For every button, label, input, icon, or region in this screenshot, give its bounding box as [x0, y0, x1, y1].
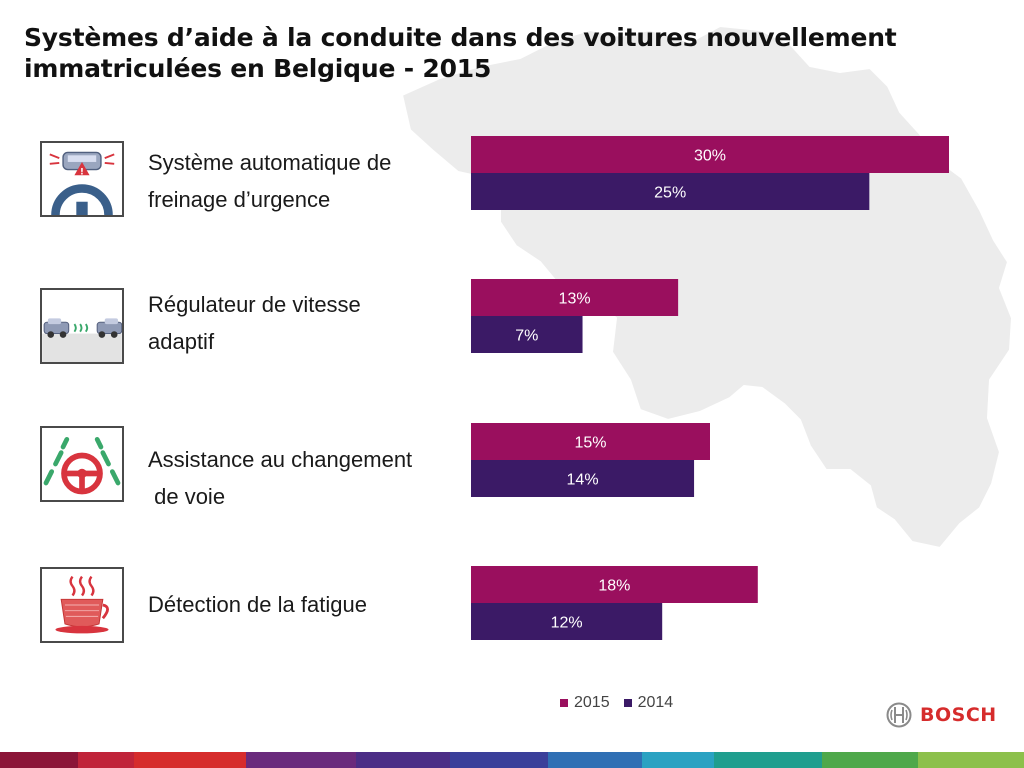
stripe-segment — [548, 752, 642, 768]
data-label-2015-1: 13% — [559, 291, 591, 308]
stripe-segment — [356, 752, 450, 768]
row-label-fatigue-detection: Détection de la fatigue — [148, 592, 367, 617]
bar-2015-0 — [471, 136, 949, 173]
bar-2015-2 — [471, 423, 710, 460]
stripe-segment — [78, 752, 134, 768]
stripe-segment — [450, 752, 548, 768]
row-label-emergency-braking: Système automatique de freinage d’urgenc… — [148, 150, 392, 212]
chart-legend: 2015 2014 — [560, 694, 687, 712]
bosch-logo: BOSCH — [886, 702, 997, 728]
data-label-2014-0: 25% — [654, 185, 686, 202]
coffee-cup-icon — [40, 567, 124, 643]
legend-swatch-2015 — [560, 699, 568, 707]
data-label-2015-3: 18% — [598, 578, 630, 595]
legend-item-2014: 2014 — [623, 694, 674, 712]
bar-2015-1 — [471, 279, 679, 316]
data-label-2014-2: 14% — [567, 472, 599, 489]
bar-2014-3 — [471, 603, 663, 640]
stripe-segment — [134, 752, 246, 768]
data-label-2015-2: 15% — [574, 435, 606, 452]
data-label-2014-1: 7% — [515, 328, 538, 345]
brand-color-stripe — [0, 752, 1024, 768]
stripe-segment — [642, 752, 714, 768]
title-line-2: immatriculées en Belgique - 2015 — [24, 54, 492, 83]
bar-2014-0 — [471, 173, 870, 210]
data-label-2015-0: 30% — [694, 148, 726, 165]
legend-swatch-2014 — [623, 699, 632, 707]
data-label-2014-3: 12% — [551, 615, 583, 632]
stripe-segment — [0, 752, 78, 768]
legend-item-2015: 2015 — [560, 694, 610, 712]
lane-assist-icon — [40, 426, 124, 502]
bar-2014-2 — [471, 460, 695, 497]
bar-2015-3 — [471, 566, 758, 603]
stripe-segment — [246, 752, 356, 768]
legend-label-2015: 2015 — [574, 694, 610, 711]
stripe-segment — [918, 752, 1024, 768]
legend-label-2014: 2014 — [637, 694, 674, 711]
emergency-braking-icon: ! — [40, 141, 124, 217]
row-label-lane-assist: Assistance au changement de voie — [148, 447, 413, 509]
bar-2014-1 — [471, 316, 583, 353]
bosch-logo-text: BOSCH — [920, 704, 997, 726]
chart-title: Systèmes d’aide à la conduite dans des v… — [24, 22, 984, 84]
stripe-segment — [714, 752, 822, 768]
svg-text:!: ! — [80, 167, 84, 177]
stripe-segment — [822, 752, 918, 768]
title-line-1: Systèmes d’aide à la conduite dans des v… — [24, 23, 897, 52]
adaptive-cruise-icon — [40, 288, 124, 364]
row-label-adaptive-cruise: Régulateur de vitesse adaptif — [148, 292, 361, 354]
bosch-armature-icon — [886, 702, 912, 728]
